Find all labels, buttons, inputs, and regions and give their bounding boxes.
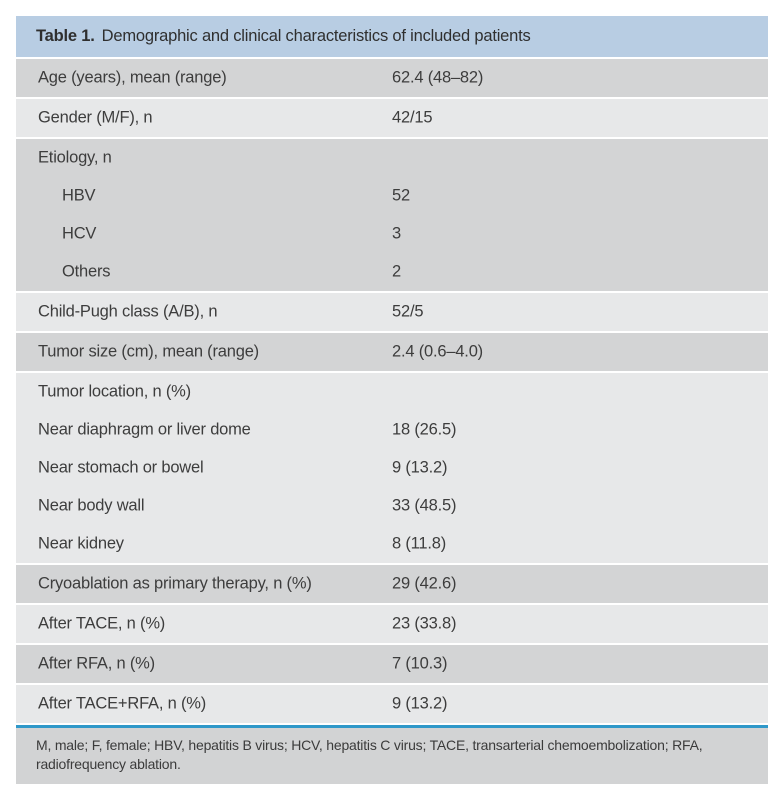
row-label: Child-Pugh class (A/B), n [38,302,218,321]
table-row: Others 2 [16,253,768,291]
row-label: After TACE+RFA, n (%) [38,694,207,713]
table-row: Tumor size (cm), mean (range) 2.4 (0.6–4.… [16,333,768,371]
table-body: Age (years), mean (range) 62.4 (48–82) Gen… [16,59,768,723]
table-row: Near diaphragm or liver dome 18 (26.5) [16,411,768,449]
row-value: 52 [392,186,410,205]
table-footnote: M, male; F, female; HBV, hepatitis B vir… [16,728,768,784]
table-row: Gender (M/F), n 42/15 [16,99,768,137]
row-value: 7 (10.3) [392,654,448,673]
row-label: Tumor location, n (%) [38,382,191,401]
row-value: 42/15 [392,108,433,127]
row-label: HCV [62,224,97,243]
row-label: Tumor size (cm), mean (range) [38,342,259,361]
row-value: 9 (13.2) [392,694,448,713]
row-group: Child-Pugh class (A/B), n 52/5 [16,293,768,331]
row-label: Age (years), mean (range) [38,68,227,87]
row-label: Gender (M/F), n [38,108,153,127]
row-group: Tumor size (cm), mean (range) 2.4 (0.6–4.… [16,333,768,371]
footnote-line-1: M, male; F, female; HBV, hepatitis B vir… [36,737,703,753]
row-label: Near stomach or bowel [38,458,204,477]
row-label: Near kidney [38,534,124,553]
table-row: After TACE+RFA, n (%) 9 (13.2) [16,685,768,723]
table-title-text: Demographic and clinical characteristics… [101,27,531,45]
row-label: Near body wall [38,496,145,515]
row-label: After TACE, n (%) [38,614,166,633]
row-value: 2 [392,262,401,281]
row-label: After RFA, n (%) [38,654,155,673]
row-label: HBV [62,186,96,205]
table-row: Near kidney 8 (11.8) [16,525,768,563]
row-group: After TACE, n (%) 23 (33.8) [16,605,768,643]
row-value: 23 (33.8) [392,614,457,633]
table-row: Etiology, n [16,139,768,177]
table-row: Tumor location, n (%) [16,373,768,411]
table-title-bar: Table 1. Demographic and clinical charac… [16,16,768,57]
row-value: 33 (48.5) [392,496,457,515]
footnote-divider [16,725,768,728]
table-row: After TACE, n (%) 23 (33.8) [16,605,768,643]
table-title-label: Table 1. [36,27,95,45]
table-row: Child-Pugh class (A/B), n 52/5 [16,293,768,331]
table-1: Table 1. Demographic and clinical charac… [16,16,768,784]
row-value: 52/5 [392,302,424,321]
row-value: 9 (13.2) [392,458,448,477]
row-label: Etiology, n [38,148,112,167]
table-row: Near stomach or bowel 9 (13.2) [16,449,768,487]
table-row: Cryoablation as primary therapy, n (%) 29… [16,565,768,603]
table-row: Near body wall 33 (48.5) [16,487,768,525]
footnote-line-2: radiofrequency ablation. [36,756,181,772]
row-value: 8 (11.8) [392,534,447,553]
row-group: Cryoablation as primary therapy, n (%) 29… [16,565,768,603]
row-value: 2.4 (0.6–4.0) [392,342,483,361]
row-group: After RFA, n (%) 7 (10.3) [16,645,768,683]
row-value: 3 [392,224,401,243]
row-group: Tumor location, n (%) Near diaphragm or l… [16,373,768,563]
row-group: Etiology, n HBV 52 HCV 3 Others 2 [16,139,768,291]
row-group: After TACE+RFA, n (%) 9 (13.2) [16,685,768,723]
table-row: HCV 3 [16,215,768,253]
table-row: Age (years), mean (range) 62.4 (48–82) [16,59,768,97]
row-group: Gender (M/F), n 42/15 [16,99,768,137]
row-label: Others [62,262,111,281]
row-value: 18 (26.5) [392,420,457,439]
row-label: Near diaphragm or liver dome [38,420,251,439]
row-group: Age (years), mean (range) 62.4 (48–82) [16,59,768,97]
row-label: Cryoablation as primary therapy, n (%) [38,574,312,593]
table-row: After RFA, n (%) 7 (10.3) [16,645,768,683]
row-value: 62.4 (48–82) [392,68,484,87]
table-row: HBV 52 [16,177,768,215]
row-value: 29 (42.6) [392,574,457,593]
